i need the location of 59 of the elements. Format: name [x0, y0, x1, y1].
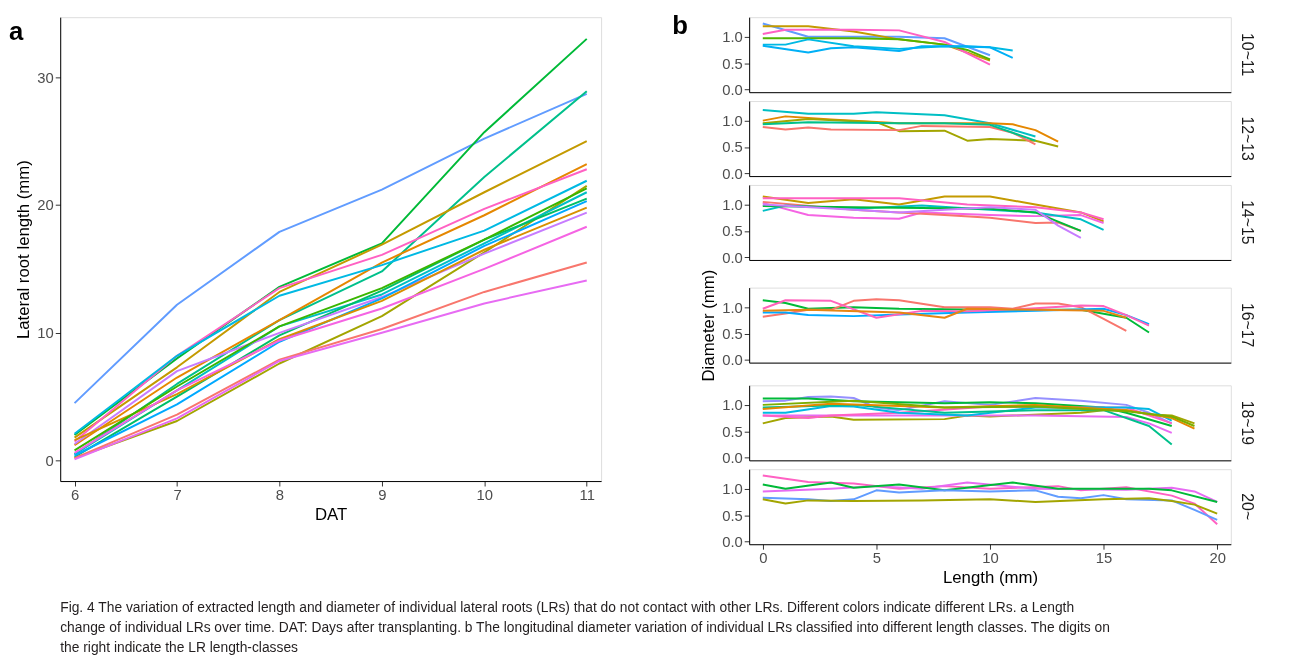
x-tick-label: 15 — [1095, 550, 1113, 567]
y-tick-label: 30 — [37, 69, 54, 86]
line-series — [761, 299, 1151, 327]
y-tick-label: 0.5 — [722, 55, 743, 72]
x-tick-label: 9 — [378, 487, 387, 504]
y-tick-label: 1.0 — [722, 113, 743, 130]
y-tick-label: 1.0 — [722, 29, 743, 46]
line-series — [761, 307, 1128, 319]
y-tick-label: 0.5 — [722, 507, 743, 524]
x-tick-label: 8 — [275, 487, 285, 504]
y-axis-title: Lateral root length (mm) — [14, 160, 34, 340]
line-series — [761, 497, 1219, 515]
x-tick-label: 11 — [579, 487, 595, 504]
y-tick-label: 20 — [37, 197, 54, 214]
line-series — [761, 307, 1151, 326]
line-series — [761, 118, 1060, 148]
y-tick-label: 0.0 — [722, 249, 743, 266]
caption: Fig. 4 The variation of extracted length and diameter of individual lateral roots (LRs) that do not contact with other LRs. Different colors indicate different LRs. a Length change of individual LRs over time. DAT: Days after transplanting. b The longitudinal diameter variation of individual LRs classified into different length classes. The digits on the right indicate the LR length-classes — [60, 599, 1110, 655]
y-tick-label: 0.0 — [722, 81, 743, 98]
line-series — [761, 44, 1014, 59]
y-tick-label: 0.5 — [722, 139, 743, 156]
x-tick-label: 0 — [759, 550, 768, 567]
line-series — [761, 109, 1037, 138]
line-series — [761, 481, 1219, 503]
x-tick-label: 10 — [982, 550, 999, 567]
text: b — [672, 10, 688, 39]
y-tick-label: 1.0 — [722, 196, 743, 213]
x-tick-label: 6 — [70, 487, 80, 504]
y-tick-label: 0.5 — [722, 326, 743, 342]
text: 10~11 — [1238, 33, 1256, 77]
line-series — [761, 489, 1219, 521]
y-tick-label: 0.0 — [722, 165, 743, 182]
y-tick-label: 0.5 — [722, 223, 743, 240]
y-tick-label: 1.0 — [722, 481, 743, 498]
text: 12~13 — [1238, 116, 1256, 161]
text: 18~19 — [1238, 400, 1256, 446]
y-tick-label: 1.0 — [722, 299, 743, 316]
x-axis-title: DAT — [315, 505, 348, 525]
y-tick-label: 10 — [37, 325, 54, 342]
line-series — [761, 203, 1082, 239]
y-tick-label: 0.0 — [722, 450, 743, 467]
x-tick-label: 5 — [872, 550, 881, 567]
text: 16~17 — [1238, 302, 1256, 348]
y-tick-label: 1.0 — [722, 397, 743, 414]
text: a — [8, 16, 24, 45]
y-tick-label: 0.5 — [722, 423, 743, 440]
x-tick-label: 20 — [1209, 550, 1226, 567]
line-series — [761, 37, 991, 61]
x-tick-label: 10 — [476, 487, 494, 504]
y-tick-label: 0 — [45, 453, 54, 470]
text: 14~15 — [1238, 200, 1256, 245]
x-tick-label: 7 — [173, 487, 182, 504]
y-tick-label: 0.0 — [722, 534, 743, 551]
line-series — [73, 37, 588, 437]
y-axis-title: Diameter (mm) — [699, 269, 719, 382]
x-axis-title: Length (mm) — [942, 568, 1038, 588]
line-series — [761, 403, 1173, 446]
y-tick-label: 0.0 — [722, 352, 743, 369]
text: 20~ — [1238, 493, 1256, 521]
